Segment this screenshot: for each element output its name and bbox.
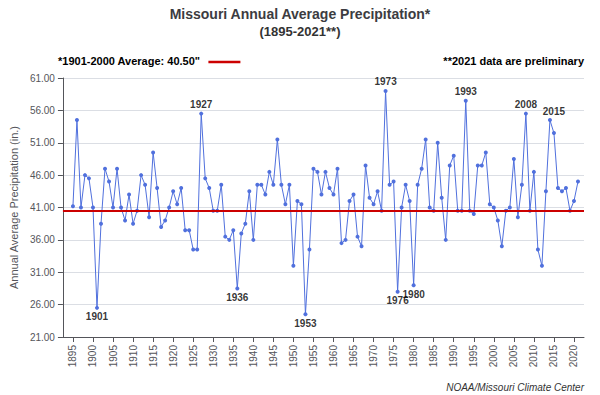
svg-text:(1895-2021**): (1895-2021**) (260, 24, 341, 39)
svg-text:61.00: 61.00 (30, 73, 55, 84)
svg-text:1925: 1925 (188, 345, 199, 368)
svg-text:1960: 1960 (328, 345, 339, 368)
svg-text:1953: 1953 (294, 318, 317, 329)
svg-text:1905: 1905 (108, 345, 119, 368)
svg-text:31.00: 31.00 (30, 267, 55, 278)
svg-text:1915: 1915 (148, 345, 159, 368)
svg-text:1936: 1936 (226, 292, 249, 303)
svg-text:1976: 1976 (386, 295, 409, 307)
svg-text:1975: 1975 (388, 345, 399, 368)
svg-text:1940: 1940 (248, 345, 259, 368)
svg-text:2015: 2015 (548, 345, 559, 368)
svg-text:41.00: 41.00 (30, 202, 55, 213)
svg-text:1920: 1920 (168, 345, 179, 368)
svg-text:1910: 1910 (128, 345, 139, 368)
svg-text:1965: 1965 (348, 345, 359, 368)
svg-text:2010: 2010 (528, 345, 539, 368)
svg-text:1990: 1990 (448, 345, 459, 368)
svg-text:1945: 1945 (268, 345, 279, 368)
svg-text:1927: 1927 (190, 99, 213, 110)
svg-text:46.00: 46.00 (30, 170, 55, 181)
svg-text:2005: 2005 (508, 345, 519, 368)
svg-text:1935: 1935 (228, 345, 239, 368)
svg-text:1993: 1993 (455, 86, 478, 97)
svg-text:2015: 2015 (543, 106, 566, 117)
svg-text:1995: 1995 (468, 345, 479, 368)
svg-text:2020: 2020 (568, 345, 579, 368)
svg-text:1901: 1901 (86, 311, 109, 322)
svg-text:1900: 1900 (87, 345, 98, 368)
svg-text:1930: 1930 (208, 345, 219, 368)
svg-text:Missouri Annual Average Precip: Missouri Annual Average Precipitation* (170, 6, 431, 22)
svg-text:1980: 1980 (408, 345, 419, 368)
svg-text:2000: 2000 (488, 345, 499, 368)
svg-text:2008: 2008 (515, 99, 538, 110)
svg-text:NOAA/Missouri Climate Center: NOAA/Missouri Climate Center (446, 382, 584, 393)
svg-text:1955: 1955 (308, 345, 319, 368)
svg-text:56.00: 56.00 (30, 105, 55, 116)
svg-text:1950: 1950 (288, 345, 299, 368)
svg-text:26.00: 26.00 (30, 299, 55, 310)
svg-text:1970: 1970 (368, 345, 379, 368)
svg-text:36.00: 36.00 (30, 234, 55, 245)
svg-text:**2021 data are preliminary: **2021 data are preliminary (443, 55, 585, 67)
svg-text:1973: 1973 (374, 76, 397, 87)
svg-text:21.00: 21.00 (30, 332, 55, 343)
svg-text:1985: 1985 (428, 345, 439, 368)
svg-text:Annual Average Precipitation (: Annual Average Precipitation (in.) (8, 126, 20, 289)
svg-text:1895: 1895 (67, 345, 78, 368)
svg-text:1980: 1980 (403, 289, 426, 300)
svg-text:*1901-2000 Average: 40.50": *1901-2000 Average: 40.50" (58, 55, 200, 67)
svg-text:51.00: 51.00 (30, 137, 55, 148)
